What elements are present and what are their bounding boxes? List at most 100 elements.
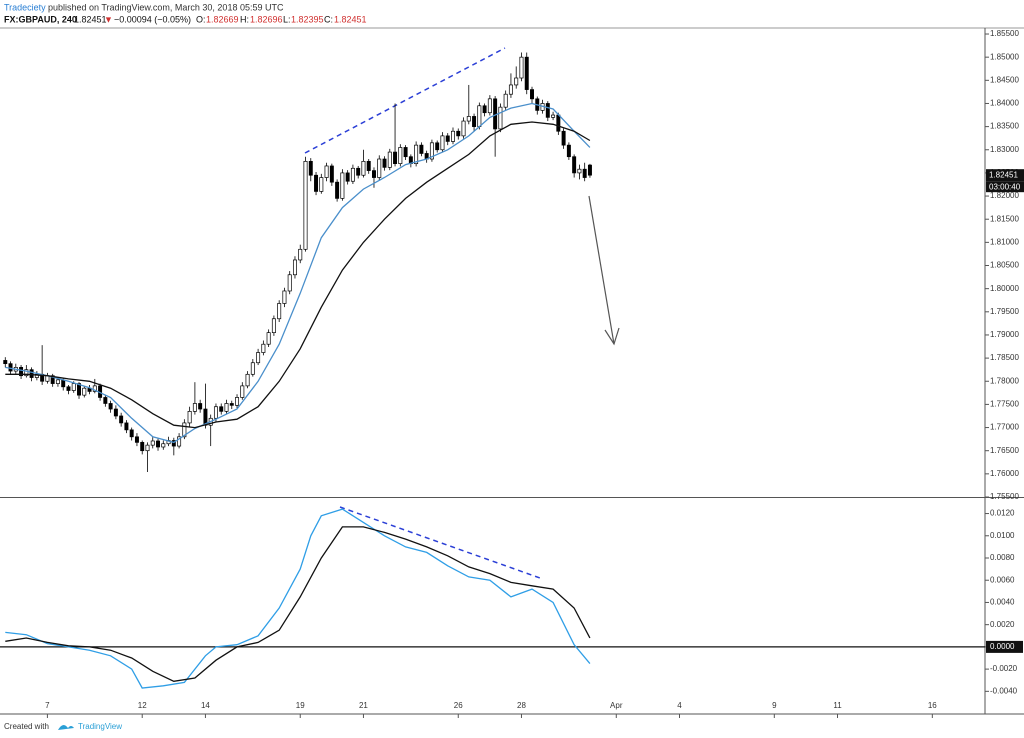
candle-body — [240, 385, 245, 398]
y-tick-label: 1.84500 — [990, 75, 1019, 84]
candle-body — [356, 167, 361, 176]
y-tick-label: 1.78500 — [990, 353, 1019, 362]
candle-body — [24, 369, 29, 377]
candle-body — [398, 147, 403, 165]
candle-body — [119, 415, 124, 424]
y-tick-label: 1.83000 — [990, 145, 1019, 154]
candle-body — [345, 172, 350, 182]
open: 1.82669 — [206, 14, 239, 24]
candle-body — [566, 144, 571, 158]
candle-body — [177, 436, 182, 447]
candle-body — [150, 440, 155, 446]
y-tick-label: 0.0040 — [990, 598, 1015, 607]
x-tick-label: 9 — [772, 701, 777, 710]
x-tick-label: 12 — [138, 701, 147, 710]
y-tick-label: 1.75500 — [990, 492, 1019, 501]
candle-body — [582, 168, 587, 178]
candle-body — [545, 103, 550, 118]
x-tick-label: 21 — [359, 701, 368, 710]
candle-body — [66, 386, 71, 391]
y-tick-label: 1.76000 — [990, 469, 1019, 478]
candle-body — [213, 406, 218, 419]
footer-brand[interactable]: TradingView — [78, 722, 122, 731]
countdown: 03:00:40 — [989, 182, 1021, 191]
y-tick-label: 1.85500 — [990, 29, 1019, 38]
symbol: FX:GBPAUD, 240 — [4, 14, 77, 24]
y-tick-label: 1.85000 — [990, 52, 1019, 61]
candle-body — [19, 367, 24, 377]
candle-body — [530, 89, 534, 100]
x-tick-label: 7 — [45, 701, 50, 710]
candle-body — [3, 360, 8, 365]
y-tick-label: 1.80500 — [990, 261, 1019, 270]
y-tick-label: 1.79500 — [990, 307, 1019, 316]
candle-body — [508, 84, 513, 95]
candle-body — [503, 93, 508, 108]
x-tick-label: 16 — [928, 701, 937, 710]
candle-body — [245, 373, 250, 387]
candle-body — [514, 77, 519, 86]
candle-body — [277, 303, 282, 320]
l-label: L: — [283, 14, 291, 24]
candle-body — [335, 181, 340, 199]
y-tick-label: 0.0020 — [990, 620, 1015, 629]
y-tick-label: 0.0060 — [990, 575, 1015, 584]
y-tick-label: -0.0040 — [990, 686, 1018, 695]
y-tick-label: -0.0020 — [990, 664, 1018, 673]
y-tick-label: 1.83500 — [990, 122, 1019, 131]
y-tick-label: 1.82000 — [990, 191, 1019, 200]
trendline[interactable] — [304, 47, 506, 154]
candle-body — [82, 387, 87, 396]
candle-body — [235, 397, 240, 406]
candle-body — [187, 410, 192, 424]
candle-body — [219, 406, 224, 412]
candle-body — [314, 174, 319, 192]
h-label: H: — [240, 14, 249, 24]
footer-text: Created with — [4, 722, 49, 731]
candle-body — [303, 160, 308, 250]
candle-body — [387, 151, 392, 168]
candle-body — [329, 165, 334, 183]
candle-body — [519, 56, 524, 79]
candle-body — [435, 142, 440, 151]
candle-body — [298, 248, 303, 261]
candle-body — [108, 403, 113, 410]
arrow[interactable] — [588, 195, 615, 345]
candle-body — [472, 116, 477, 127]
line — [5, 102, 591, 444]
trendline[interactable] — [339, 506, 541, 579]
x-tick-label: 14 — [201, 701, 210, 710]
candle-body — [451, 130, 455, 142]
candle-body — [372, 170, 376, 178]
c-label: C: — [324, 14, 333, 24]
price: 1.82451 — [74, 14, 107, 24]
candle-body — [319, 177, 324, 192]
candle-body — [261, 343, 266, 353]
candle-body — [282, 290, 287, 304]
candle-body — [224, 403, 229, 412]
candle-body — [229, 403, 234, 406]
candle-body — [403, 147, 408, 158]
arrow-head — [604, 327, 620, 346]
x-tick-label: Apr — [610, 701, 623, 710]
candle-body — [524, 56, 529, 90]
y-tick-label: 1.77500 — [990, 400, 1019, 409]
close: 1.82451 — [334, 14, 367, 24]
x-tick-label: 11 — [833, 701, 842, 710]
candle-body — [551, 114, 556, 118]
candle-body — [456, 130, 461, 137]
candle-body — [161, 443, 166, 448]
candle-body — [145, 444, 150, 452]
candle-body — [192, 403, 197, 412]
candle-body — [8, 363, 13, 372]
x-tick-label: 19 — [296, 701, 305, 710]
y-tick-label: 1.84000 — [990, 99, 1019, 108]
author[interactable]: Tradeciety — [4, 2, 46, 12]
o-label: O: — [196, 14, 206, 24]
candle-body — [572, 156, 577, 174]
candle-body — [250, 362, 255, 375]
candle-body — [92, 385, 97, 392]
y-tick-label: 0.0120 — [990, 509, 1015, 518]
candle-body — [445, 135, 450, 142]
